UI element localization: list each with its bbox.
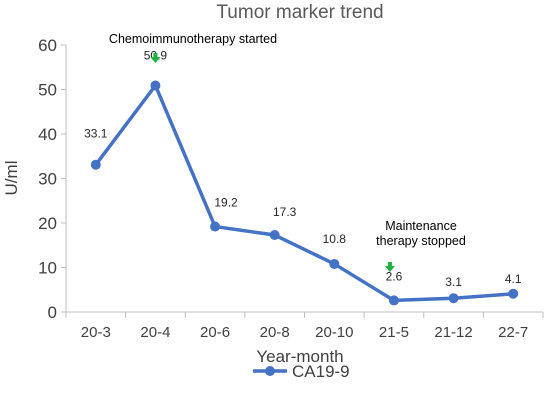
y-tick-label: 10 bbox=[38, 259, 57, 278]
green-down-arrow-icon bbox=[150, 53, 161, 63]
arrow-shaft bbox=[387, 262, 392, 267]
data-label: 10.8 bbox=[323, 232, 347, 246]
data-point bbox=[329, 258, 340, 269]
data-point bbox=[90, 159, 101, 170]
chart-title: Tumor marker trend bbox=[216, 2, 383, 23]
arrow-shaft bbox=[153, 53, 158, 58]
data-labels: 33.150.919.217.310.82.63.14.1 bbox=[84, 48, 522, 289]
y-tick-label: 60 bbox=[38, 36, 57, 55]
x-tick-label: 20-8 bbox=[260, 324, 290, 341]
annotations: Chemoimmunotherapy started Maintenancethe… bbox=[109, 32, 466, 272]
x-tick-label: 20-10 bbox=[315, 324, 353, 341]
x-tick-label: 22-7 bbox=[498, 324, 528, 341]
series-line bbox=[94, 83, 515, 303]
data-label: 3.1 bbox=[445, 275, 462, 289]
data-label: 17.3 bbox=[273, 205, 297, 219]
arrow-head bbox=[150, 57, 161, 63]
x-tick-label: 20-6 bbox=[200, 324, 230, 341]
x-axis-title: Year-month bbox=[256, 347, 343, 366]
y-tick-label: 30 bbox=[38, 170, 57, 189]
x-tick-label: 21-5 bbox=[379, 324, 409, 341]
x-tick-label: 21-12 bbox=[434, 324, 472, 341]
data-label: 2.6 bbox=[386, 269, 403, 283]
data-label: 19.2 bbox=[214, 196, 238, 210]
y-tick-label: 50 bbox=[38, 81, 57, 100]
x-tick-label: 20-3 bbox=[81, 324, 111, 341]
data-label: 33.1 bbox=[84, 127, 108, 141]
green-down-arrow-icon bbox=[384, 262, 395, 272]
data-point bbox=[508, 288, 519, 299]
data-point bbox=[150, 80, 161, 91]
y-tick-label: 40 bbox=[38, 125, 57, 144]
data-point bbox=[448, 293, 459, 304]
annotation-text: Maintenance bbox=[385, 219, 457, 233]
y-tick-label: 20 bbox=[38, 214, 57, 233]
annotation-text: Chemoimmunotherapy started bbox=[109, 32, 277, 46]
y-axis: 0 10 20 30 40 50 60 bbox=[38, 36, 67, 322]
x-tick-label: 20-4 bbox=[140, 324, 170, 341]
y-axis-title: U/ml bbox=[2, 161, 21, 196]
data-point bbox=[210, 221, 221, 232]
data-point bbox=[269, 230, 280, 241]
data-point bbox=[388, 295, 399, 306]
arrow-head bbox=[384, 266, 395, 272]
x-axis: 20-3 20-4 20-6 20-8 20-10 21-5 21-12 22-7 bbox=[65, 311, 544, 341]
annotation-text: therapy stopped bbox=[376, 234, 466, 248]
data-label: 4.1 bbox=[505, 272, 522, 286]
legend-label: CA19-9 bbox=[292, 362, 350, 381]
legend-marker bbox=[265, 366, 275, 376]
series-group bbox=[90, 80, 519, 306]
y-tick-label: 0 bbox=[48, 303, 57, 322]
legend: CA19-9 bbox=[253, 362, 350, 381]
